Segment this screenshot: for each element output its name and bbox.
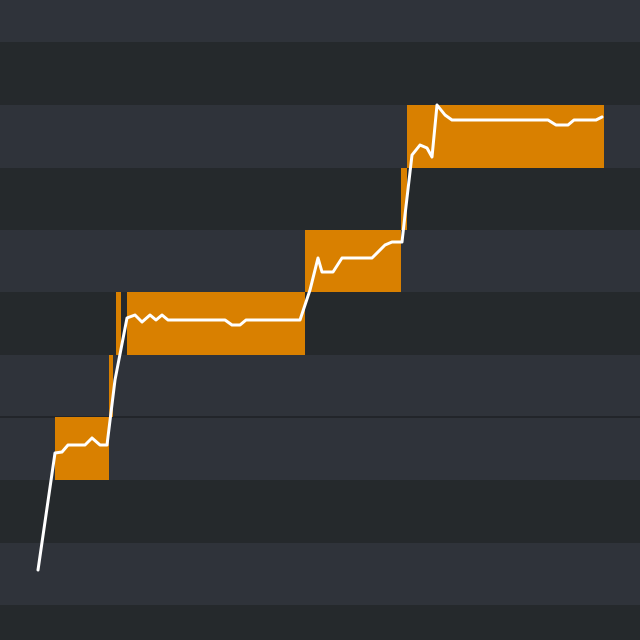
note[interactable] [127, 292, 305, 355]
row [0, 605, 640, 640]
row [0, 355, 640, 417]
row [0, 0, 640, 42]
row [0, 292, 640, 355]
note[interactable] [116, 292, 121, 355]
pitch-curve [36, 103, 604, 572]
note[interactable] [407, 105, 604, 168]
row [0, 543, 640, 605]
row [0, 480, 640, 543]
note[interactable] [109, 355, 113, 417]
row [0, 168, 640, 230]
notes [55, 105, 604, 480]
note[interactable] [401, 168, 407, 230]
note[interactable] [305, 230, 401, 292]
row [0, 42, 640, 105]
